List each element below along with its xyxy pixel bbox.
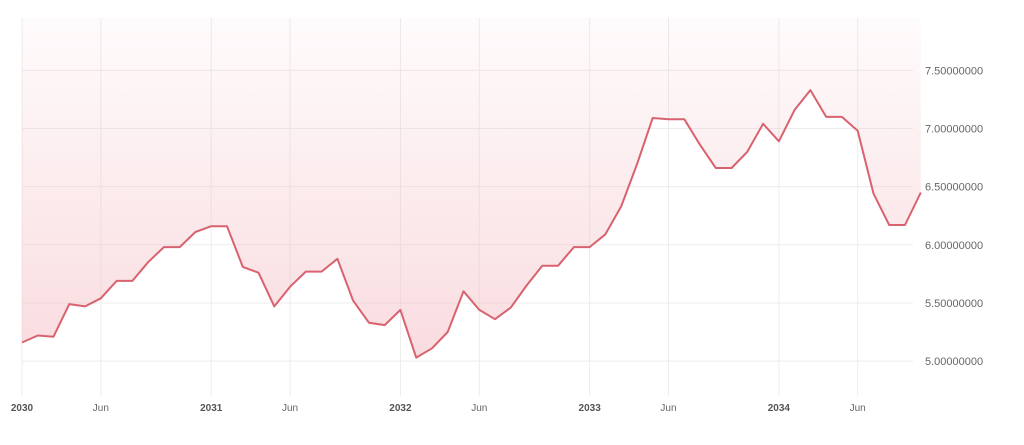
data-point	[194, 231, 196, 233]
data-point	[336, 258, 338, 260]
data-point	[116, 280, 118, 282]
data-point	[179, 246, 181, 248]
data-point	[888, 224, 890, 226]
data-point	[620, 205, 622, 207]
x-tick-label-year: 2032	[389, 403, 412, 414]
data-point	[163, 246, 165, 248]
y-tick-label: 5.00000000	[925, 356, 983, 368]
data-point	[84, 305, 86, 307]
data-point	[604, 233, 606, 235]
data-point	[100, 297, 102, 299]
y-tick-label: 7.00000000	[925, 123, 983, 135]
data-point	[273, 305, 275, 307]
data-point	[494, 318, 496, 320]
data-point	[147, 261, 149, 263]
data-point	[226, 225, 228, 227]
data-point	[289, 286, 291, 288]
data-point	[636, 164, 638, 166]
data-point	[699, 144, 701, 146]
data-point	[746, 151, 748, 153]
data-point	[825, 116, 827, 118]
data-point	[778, 140, 780, 142]
data-point	[368, 322, 370, 324]
x-tick-label-year: 2030	[11, 403, 34, 414]
data-point	[463, 290, 465, 292]
data-point	[399, 309, 401, 311]
y-tick-label: 6.00000000	[925, 240, 983, 252]
data-point	[210, 225, 212, 227]
x-tick-label-year: 2031	[200, 403, 223, 414]
data-point	[242, 266, 244, 268]
data-point	[478, 309, 480, 311]
data-point	[715, 167, 717, 169]
data-point	[53, 336, 55, 338]
data-point	[384, 324, 386, 326]
area-fill	[22, 18, 921, 358]
y-tick-label: 6.50000000	[925, 182, 983, 194]
x-tick-label-year: 2034	[768, 403, 791, 414]
series-line	[21, 89, 922, 359]
x-tick-label-month: Jun	[850, 403, 866, 414]
data-point	[526, 285, 528, 287]
data-point	[352, 300, 354, 302]
data-point	[68, 303, 70, 305]
data-point	[415, 357, 417, 359]
data-point	[809, 89, 811, 91]
y-tick-label: 5.50000000	[925, 298, 983, 310]
data-point	[652, 117, 654, 119]
data-point	[762, 123, 764, 125]
data-point	[258, 272, 260, 274]
data-point	[589, 246, 591, 248]
x-tick-label-month: Jun	[471, 403, 487, 414]
data-point	[431, 347, 433, 349]
data-point	[731, 167, 733, 169]
x-tick-label-year: 2033	[579, 403, 602, 414]
x-tick-label-month: Jun	[660, 403, 676, 414]
data-point	[510, 307, 512, 309]
data-point	[904, 224, 906, 226]
data-point	[447, 331, 449, 333]
area-fill-layer	[22, 18, 921, 358]
data-point	[873, 193, 875, 195]
data-point	[794, 109, 796, 111]
data-point	[668, 118, 670, 120]
data-point	[37, 335, 39, 337]
data-point	[321, 271, 323, 273]
data-point	[920, 192, 922, 194]
data-point	[857, 130, 859, 132]
data-point	[305, 271, 307, 273]
y-axis: 5.00000000 5.50000000 6.00000000 6.50000000…	[925, 65, 983, 368]
x-axis: 2030 Jun 2031 Jun 2032 Jun 2033 Jun 2034 Jun	[11, 403, 866, 414]
series-line-layer	[21, 89, 922, 359]
x-tick-label-month: Jun	[93, 403, 109, 414]
x-tick-label-month: Jun	[282, 403, 298, 414]
data-point	[573, 246, 575, 248]
data-point	[541, 265, 543, 267]
data-point	[557, 265, 559, 267]
data-point	[841, 116, 843, 118]
data-point	[683, 118, 685, 120]
y-tick-label: 7.50000000	[925, 65, 983, 77]
data-point	[131, 280, 133, 282]
data-point	[21, 342, 23, 344]
